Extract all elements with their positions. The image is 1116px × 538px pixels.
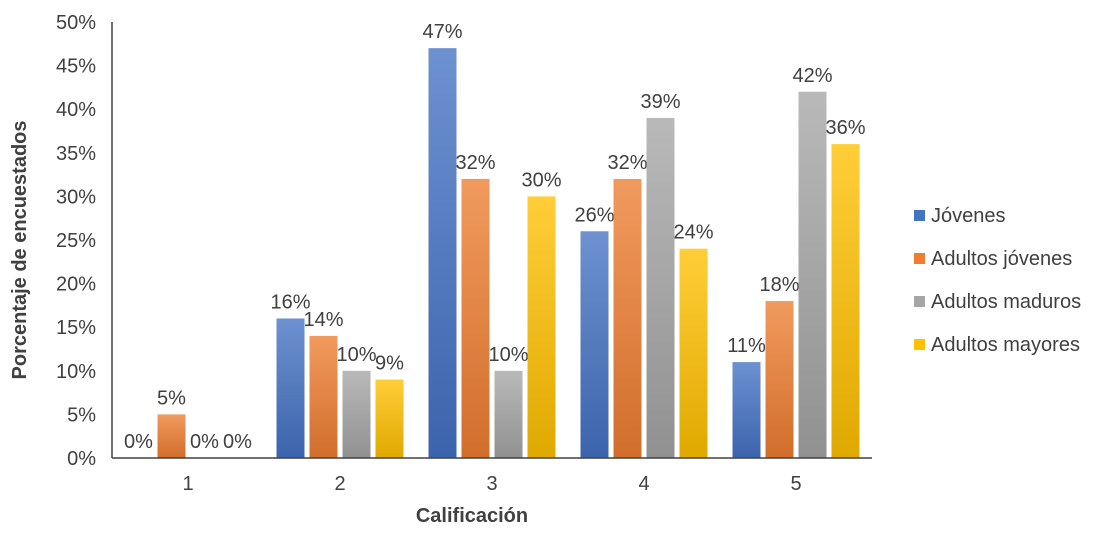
data-label: 42% xyxy=(792,65,832,87)
data-label: 10% xyxy=(336,344,376,366)
y-tick-label: 10% xyxy=(56,361,96,383)
bar xyxy=(527,196,556,458)
legend-swatch xyxy=(914,253,925,264)
data-label: 47% xyxy=(422,21,462,43)
data-label: 30% xyxy=(521,169,561,191)
bar xyxy=(613,178,642,458)
bar xyxy=(679,248,708,458)
legend-swatch xyxy=(914,339,925,350)
bar xyxy=(309,335,338,458)
data-label: 39% xyxy=(640,91,680,113)
data-label: 11% xyxy=(727,335,766,357)
data-label: 14% xyxy=(303,309,343,331)
data-label: 0% xyxy=(223,431,252,453)
data-label: 18% xyxy=(759,274,799,296)
y-tick-label: 40% xyxy=(56,99,96,121)
y-axis-title: Porcentaje de encuestados xyxy=(9,121,31,380)
bar xyxy=(461,178,490,458)
y-tick-label: 50% xyxy=(56,12,96,34)
legend-label: Adultos mayores xyxy=(931,334,1080,356)
y-tick-label: 20% xyxy=(56,274,96,296)
plot-area: 0%5%10%15%20%25%30%35%40%45%50%0%5%0% 0%1… xyxy=(56,12,872,495)
legend: Jóvenes Adultos jóvenes Adultos maduros Adu… xyxy=(914,205,1081,356)
legend-label: Jóvenes xyxy=(931,205,1006,227)
data-label: 32% xyxy=(455,152,495,174)
y-tick-label: 25% xyxy=(56,230,96,252)
y-tick-label: 45% xyxy=(56,56,96,78)
bar xyxy=(580,231,609,458)
bar xyxy=(494,370,523,458)
data-label: 24% xyxy=(673,222,713,244)
bar xyxy=(798,91,827,458)
y-tick-label: 0% xyxy=(67,448,96,470)
y-tick-label: 5% xyxy=(67,404,96,426)
data-label: 16% xyxy=(270,291,310,313)
x-tick-label: 1 xyxy=(182,473,193,495)
data-label: 5% xyxy=(157,387,186,409)
bar xyxy=(646,117,675,459)
x-tick-label: 3 xyxy=(486,473,497,495)
legend-swatch xyxy=(914,210,925,221)
data-label: 32% xyxy=(607,152,647,174)
data-label: 0% xyxy=(124,431,153,453)
bar xyxy=(276,318,305,458)
bar xyxy=(375,379,404,458)
y-tick-label: 15% xyxy=(56,317,96,339)
bar xyxy=(428,48,457,458)
x-tick-label: 4 xyxy=(638,473,649,495)
data-label: 10% xyxy=(488,344,528,366)
data-label: 9% xyxy=(375,353,404,375)
data-label: 0% xyxy=(190,431,219,453)
legend-label: Adultos maduros xyxy=(931,291,1081,313)
bar xyxy=(732,362,761,458)
bar xyxy=(765,301,794,458)
y-tick-label: 35% xyxy=(56,143,96,165)
bar xyxy=(157,414,186,458)
x-axis-title: Calificación xyxy=(416,505,528,527)
x-tick-label: 5 xyxy=(790,473,801,495)
y-tick-label: 30% xyxy=(56,186,96,208)
bar xyxy=(342,370,371,458)
legend-swatch xyxy=(914,296,925,307)
legend-label: Adultos jóvenes xyxy=(931,248,1072,270)
x-tick-label: 2 xyxy=(334,473,345,495)
data-label: 26% xyxy=(574,204,614,226)
bar xyxy=(831,144,860,458)
data-label: 36% xyxy=(825,117,865,139)
